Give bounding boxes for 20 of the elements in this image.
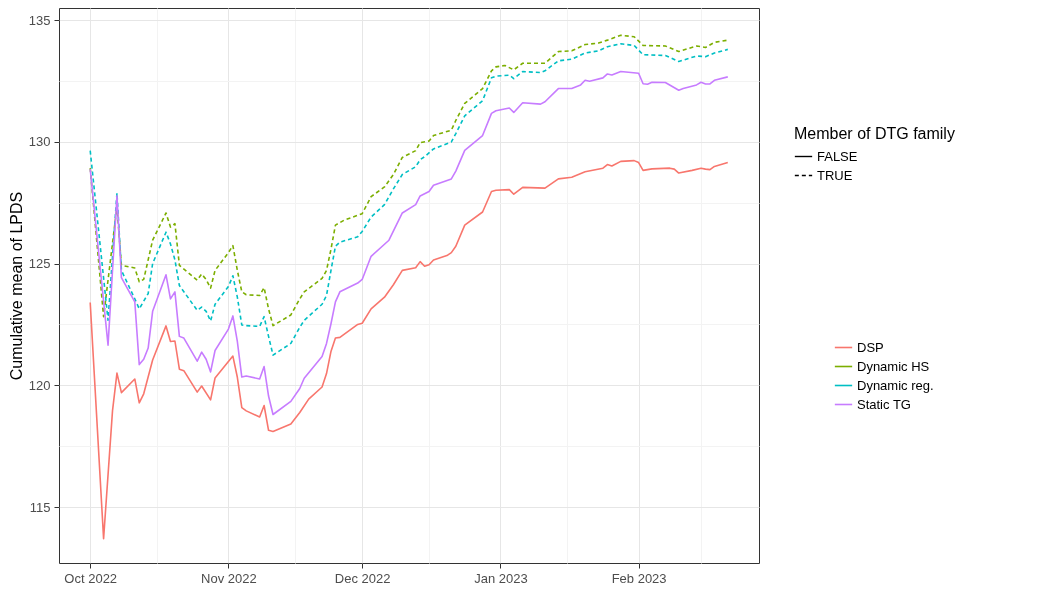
line-series [89,159,729,540]
text: TRUE [817,167,853,183]
x-tick-label: Oct 2022 [64,570,118,586]
y-tick-label: 130 [28,134,51,150]
legend-title: Member of DTG family [794,125,955,142]
x-tick-label: Feb 2023 [611,570,667,586]
legend-label: Dynamic reg. [857,377,934,393]
text: FALSE [817,148,858,164]
y-tick-label: 115 [29,499,51,515]
legend-label: DSP [857,339,884,355]
legend-label: Static TG [857,396,911,412]
legend-label: Dynamic HS [857,358,930,374]
x-tick-label: Jan 2023 [474,570,528,586]
y-tick-label: 120 [28,377,51,393]
line-series [89,70,729,416]
x-tick-label: Dec 2022 [334,570,391,586]
y-tick-label: 125 [28,256,51,272]
x-tick-label: Nov 2022 [201,570,257,586]
y-tick-label: 135 [28,12,51,28]
y-axis-title: Cumulative mean of LPDS [7,191,25,381]
